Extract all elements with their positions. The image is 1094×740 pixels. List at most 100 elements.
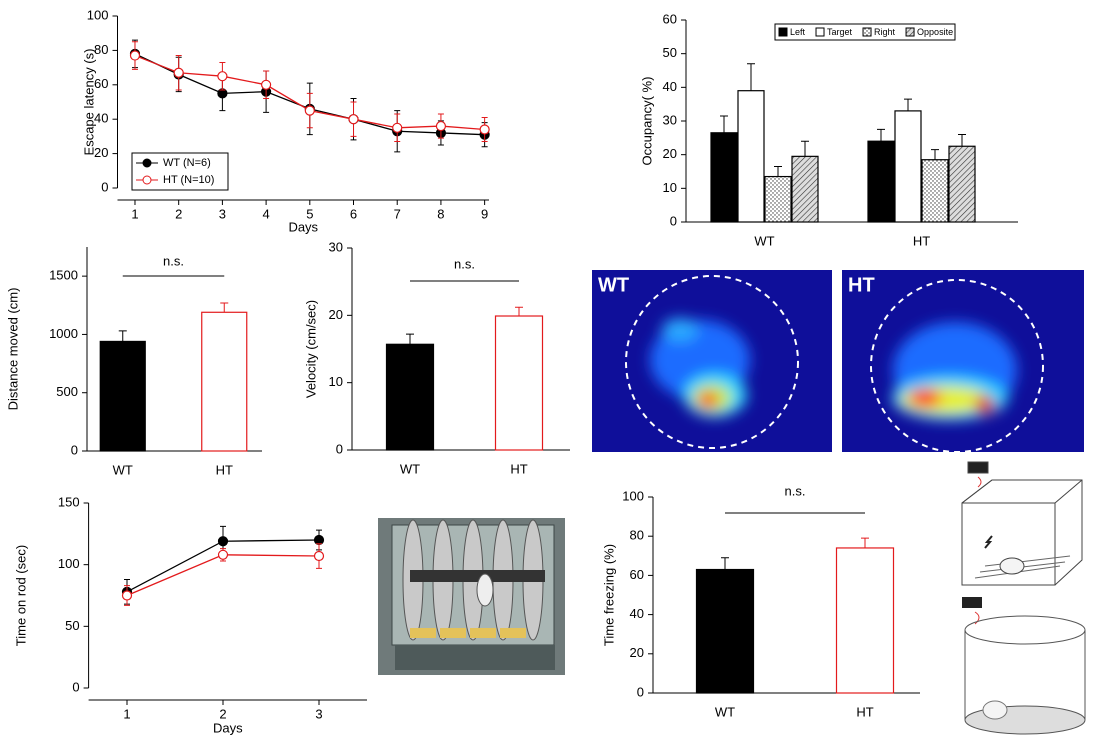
legend-label: Right <box>874 27 896 37</box>
x-tick-label: 8 <box>437 206 444 221</box>
marker <box>173 67 184 78</box>
bar <box>710 132 738 223</box>
error-bar <box>118 330 127 342</box>
bar <box>99 340 146 452</box>
y-tick-label: 40 <box>630 606 644 621</box>
y-tick-label: 0 <box>336 441 343 456</box>
error-bar <box>861 537 869 548</box>
marker <box>217 536 229 547</box>
y-tick-label: 20 <box>630 645 644 660</box>
y-tick-label: 50 <box>65 618 79 633</box>
error-bar <box>406 333 414 345</box>
error-bar <box>747 63 755 91</box>
y-tick-label: 500 <box>56 384 78 399</box>
marker <box>348 114 359 125</box>
bar <box>921 159 949 223</box>
legend-swatch <box>815 27 825 37</box>
bar <box>835 547 895 694</box>
legend-swatch <box>862 27 872 37</box>
marker <box>129 50 141 61</box>
x-tick-label: 2 <box>175 206 182 221</box>
bar <box>867 140 895 223</box>
y-tick-label: 10 <box>329 374 343 389</box>
legend-swatch <box>905 27 915 37</box>
y-tick-label: 60 <box>94 76 108 91</box>
y-tick-label: 80 <box>630 528 644 543</box>
error-bar <box>515 306 523 317</box>
marker <box>304 105 315 116</box>
bar <box>695 568 755 694</box>
y-axis-label: Velocity (cm/sec) <box>303 300 318 398</box>
y-tick-label: 0 <box>71 442 78 457</box>
y-tick-label: 1000 <box>49 326 78 341</box>
heatmap-wt <box>592 270 832 452</box>
error-bar <box>958 133 966 147</box>
y-tick-label: 20 <box>663 146 677 161</box>
heatmap-label: HT <box>848 274 875 296</box>
x-tick-label: 9 <box>481 206 488 221</box>
error-bar <box>801 140 809 157</box>
heatmap-ht <box>842 270 1084 453</box>
annotation: n.s. <box>163 253 184 268</box>
marker <box>479 124 490 135</box>
marker <box>121 590 133 601</box>
marker <box>217 549 229 560</box>
error-bar <box>904 98 912 111</box>
bar <box>948 145 976 223</box>
x-tick-label: 4 <box>262 206 269 221</box>
x-tick-label: 1 <box>131 206 138 221</box>
marker <box>313 534 325 546</box>
y-tick-label: 20 <box>94 145 108 160</box>
marker <box>313 550 325 562</box>
y-tick-label: 30 <box>329 239 343 254</box>
x-tick-label: WT <box>754 233 774 248</box>
x-tick-label: WT <box>400 461 420 476</box>
legend-label: WT (N=6) <box>163 157 211 169</box>
y-tick-label: 10 <box>663 180 677 195</box>
y-tick-label: 1500 <box>49 268 78 283</box>
y-axis-label: Time freezing (%) <box>601 544 616 646</box>
error-bar <box>931 149 939 160</box>
legend-label: Target <box>827 27 853 37</box>
bar <box>737 90 765 223</box>
x-tick-label: 3 <box>219 206 226 221</box>
heatmap-label: WT <box>598 274 629 296</box>
y-axis-label: Escape latency (s) <box>81 49 96 156</box>
y-tick-label: 60 <box>630 567 644 582</box>
bar <box>894 110 922 223</box>
legend-label: Opposite <box>917 27 953 37</box>
bar <box>385 343 435 451</box>
error-bar <box>220 302 229 313</box>
y-axis-label: Occupancy( %) <box>639 77 654 166</box>
x-tick-label: HT <box>216 462 233 477</box>
x-tick-label: 3 <box>315 706 322 721</box>
y-tick-label: 40 <box>94 111 108 126</box>
y-tick-label: 0 <box>637 684 644 699</box>
y-tick-label: 40 <box>663 79 677 94</box>
bar <box>764 175 792 223</box>
rotarod-illustration <box>378 518 565 675</box>
annotation: n.s. <box>785 483 806 498</box>
y-tick-label: 30 <box>663 112 677 127</box>
x-tick-label: 6 <box>350 206 357 221</box>
bar <box>494 315 544 451</box>
y-tick-label: 60 <box>663 11 677 26</box>
x-tick-label: HT <box>856 704 873 719</box>
x-axis-label: Days <box>213 720 243 735</box>
y-axis-label: Distance moved (cm) <box>5 288 20 411</box>
y-tick-label: 80 <box>94 42 108 57</box>
x-tick-label: 1 <box>123 706 130 721</box>
legend-label: HT (N=10) <box>163 174 214 186</box>
y-tick-label: 100 <box>87 7 109 22</box>
y-tick-label: 50 <box>663 45 677 60</box>
legend-marker <box>142 158 152 168</box>
error-bar <box>721 557 729 570</box>
marker <box>217 71 228 82</box>
legend-label: Left <box>790 27 806 37</box>
x-tick-label: 5 <box>306 206 313 221</box>
error-bar <box>774 165 782 177</box>
error-bar <box>877 128 885 142</box>
y-tick-label: 0 <box>101 179 108 194</box>
cylinder-illustration <box>962 597 1086 735</box>
